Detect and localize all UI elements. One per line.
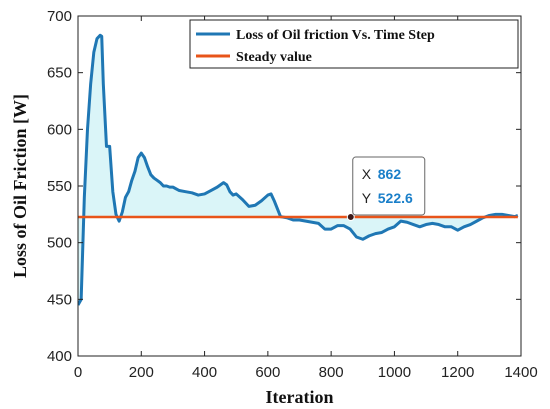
y-tick-label: 650	[47, 65, 72, 82]
x-tick-label: 1000	[378, 364, 411, 381]
legend-entry-steady-value: Steady value	[236, 50, 312, 65]
y-axis: 400 450 500 550 600 650 700	[47, 8, 521, 365]
y-axis-title: Loss of Oil Friction [W]	[10, 94, 30, 278]
x-tick-label: 1200	[441, 364, 474, 381]
x-tick-label: 0	[74, 364, 82, 381]
y-tick-label: 600	[47, 121, 72, 138]
legend-box	[189, 19, 519, 69]
series-layer	[78, 33, 519, 306]
data-tip-box	[352, 156, 426, 216]
data-tip-x-key: X	[362, 166, 372, 182]
y-tick-label: 450	[47, 291, 72, 308]
y-tick-label: 400	[47, 348, 72, 365]
y-tick-label: 500	[47, 235, 72, 252]
legend: Loss of Oil friction Vs. Time Step Stead…	[189, 19, 519, 69]
data-tip-marker[interactable]	[346, 213, 355, 222]
data-tip[interactable]: X 862 Y 522.6	[346, 156, 426, 222]
x-tick-label: 800	[319, 364, 344, 381]
x-tick-label: 200	[129, 364, 154, 381]
data-tip-y-key: Y	[362, 190, 372, 206]
series-line-oil-friction	[78, 33, 519, 306]
series-fill-area	[78, 35, 518, 306]
x-tick-label: 1400	[504, 364, 537, 381]
x-tick-label: 400	[192, 364, 217, 381]
x-tick-label: 600	[255, 364, 280, 381]
y-tick-label: 700	[47, 8, 72, 25]
data-tip-y-value: 522.6	[378, 190, 413, 206]
series-fill-oil-friction	[78, 35, 518, 306]
x-axis-title: Iteration	[266, 387, 334, 407]
x-axis: 0 200 400 600 800 1000 1200 1400	[74, 16, 538, 381]
y-tick-label: 550	[47, 178, 72, 195]
data-tip-x-value: 862	[378, 166, 402, 182]
legend-entry-oil-friction: Loss of Oil friction Vs. Time Step	[236, 28, 435, 43]
